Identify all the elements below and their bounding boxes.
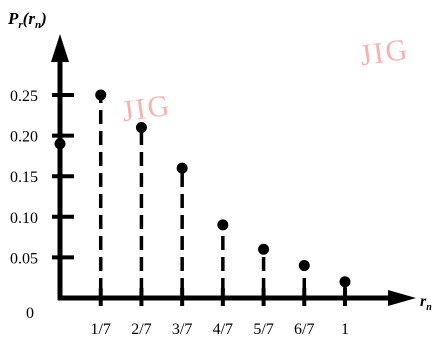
watermark-text: JIG [119, 88, 174, 129]
ticks [52, 93, 347, 306]
data-point [258, 243, 270, 255]
y-tick-label: 0.15 [10, 169, 38, 186]
labels: 0.05 0.10 0.15 0.20 0.25 0 1/7 2/7 3/7 4/7 5/7 6/7 1… [7, 9, 432, 338]
x-axis-arrow [388, 290, 416, 306]
watermark-text: JIG [357, 32, 412, 73]
data-point [95, 89, 107, 101]
data-point [176, 162, 188, 174]
stems [54, 89, 351, 292]
axes [51, 34, 416, 306]
y-tick-label: 0.20 [10, 129, 38, 146]
data-point [339, 276, 351, 288]
x-tick-label: 3/7 [172, 321, 192, 338]
y-axis-arrow [51, 34, 69, 62]
x-tick-label: 4/7 [213, 321, 233, 338]
data-point [217, 219, 229, 231]
x-tick-label: 5/7 [253, 321, 273, 338]
y-tick-label: 0.05 [10, 250, 38, 267]
origin-label: 0 [26, 305, 34, 322]
x-tick-label: 1/7 [90, 321, 110, 338]
y-axis-label: Pr(rn) [7, 9, 47, 31]
data-point [135, 121, 147, 133]
y-tick-label: 0.10 [10, 210, 38, 227]
x-tick-label: 2/7 [131, 321, 151, 338]
x-tick-label: 1 [341, 321, 349, 338]
data-point [298, 260, 310, 272]
y-tick-label: 0.25 [10, 88, 38, 105]
x-axis-label: rn [420, 293, 432, 313]
data-point [54, 138, 66, 150]
x-tick-label: 6/7 [294, 321, 314, 338]
